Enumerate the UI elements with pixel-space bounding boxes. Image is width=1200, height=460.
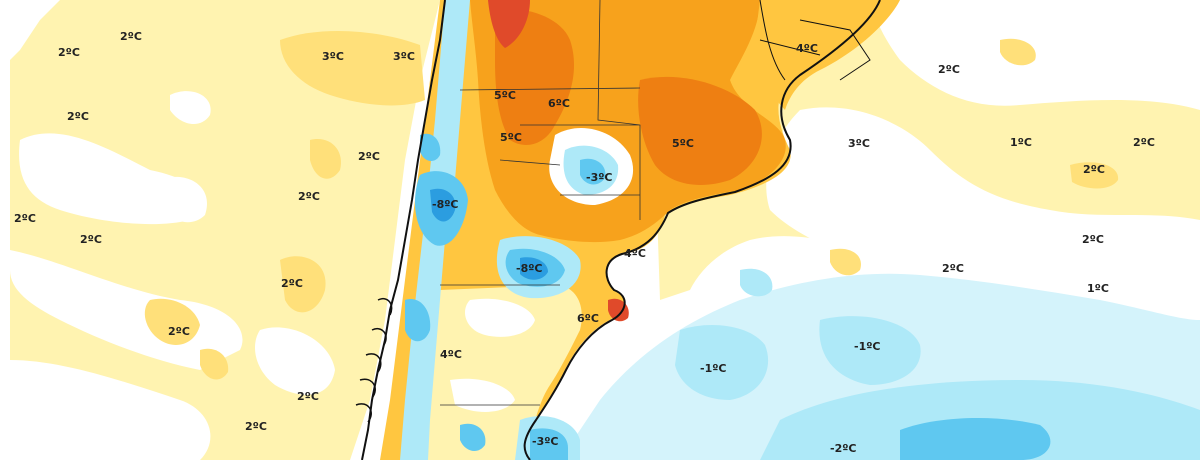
land-patagonia-white (465, 298, 535, 337)
temp-label: 2ºC (120, 30, 142, 43)
andes-blue-blob (405, 299, 431, 342)
atlantic-cold-blob (900, 418, 1051, 460)
province-borders (440, 0, 641, 406)
temp-label: 3ºC (848, 137, 870, 150)
atlantic-coastline (523, 0, 881, 460)
pacific-yellow-blob (280, 256, 326, 313)
temp-label: 2ºC (168, 325, 190, 338)
atlantic-cold-blob (675, 325, 769, 400)
pacific-white-patch (160, 176, 207, 223)
land-red-region (608, 298, 629, 322)
temp-label: 2ºC (1133, 136, 1155, 149)
temp-label: 2ºC (358, 150, 380, 163)
pacific-white-patch (19, 133, 200, 225)
temp-label: 2ºC (1083, 163, 1105, 176)
pacific-yellow-blob (280, 30, 425, 106)
temp-label: 6ºC (548, 97, 570, 110)
temp-label: 2ºC (14, 212, 36, 225)
center-blue-blob (580, 158, 606, 185)
pacific-yellow-blob (200, 348, 229, 380)
temp-label: -3ºC (586, 171, 613, 184)
temp-label: 2ºC (1082, 233, 1104, 246)
temp-label: -1ºC (700, 362, 727, 375)
temp-label: 5ºC (672, 137, 694, 150)
pacific-yellow-blob (310, 139, 341, 179)
land-dark-orange-region (495, 8, 575, 145)
chile-island-coast (355, 298, 393, 423)
temp-label: 2ºC (80, 233, 102, 246)
temp-label: 1ºC (1010, 136, 1032, 149)
pacific-white-patch (255, 327, 335, 395)
temp-label: 2ºC (942, 262, 964, 275)
land-patagonia-region (420, 285, 582, 460)
uruguay-border (759, 0, 871, 81)
temp-label: 4ºC (440, 348, 462, 361)
atlantic-yellow-blob (1070, 162, 1119, 189)
atlantic-yellow-blob (1000, 38, 1036, 66)
atlantic-white-region (766, 107, 1200, 320)
temp-label: 2ºC (245, 420, 267, 433)
temp-label: 5ºC (494, 89, 516, 102)
pacific-coastline (361, 0, 446, 460)
temp-label: 3ºC (322, 50, 344, 63)
south-blue-blob (460, 423, 486, 452)
temp-label: -3ºC (532, 435, 559, 448)
temp-label: -2ºC (830, 442, 857, 455)
south-blue-blob (530, 428, 568, 460)
temp-label: -1ºC (854, 340, 881, 353)
pacific-white-patch (10, 360, 211, 460)
atlantic-cold-blob (740, 268, 773, 297)
atlantic-cold-blob (819, 316, 921, 385)
land-dark-orange-region (638, 76, 762, 185)
temp-label: 2ºC (281, 277, 303, 290)
land-patagonia-white (450, 378, 515, 412)
temp-label: 2ºC (298, 190, 320, 203)
temp-label: 4ºC (796, 42, 818, 55)
temp-label: 1ºC (1087, 282, 1109, 295)
temp-label: 4ºC (624, 247, 646, 260)
temp-label: 3ºC (393, 50, 415, 63)
plateau-deep-blue-blob (520, 257, 548, 280)
andes-deep-blue-blob (430, 188, 456, 222)
pacific-white-patch (170, 91, 211, 125)
temp-label: 5ºC (500, 131, 522, 144)
andes-blue-blob (420, 133, 441, 162)
pacific-white-patch (10, 0, 60, 60)
temp-label: -8ºC (516, 262, 543, 275)
atlantic-yellow-blob (830, 248, 861, 276)
temp-label: -8ºC (432, 198, 459, 211)
temp-label: 2ºC (297, 390, 319, 403)
temp-label: 2ºC (67, 110, 89, 123)
temp-label: 2ºC (58, 46, 80, 59)
pacific-yellow-blob (144, 298, 200, 345)
temp-label: 6ºC (577, 312, 599, 325)
land-red-region (488, 0, 530, 48)
temp-label: 2ºC (938, 63, 960, 76)
